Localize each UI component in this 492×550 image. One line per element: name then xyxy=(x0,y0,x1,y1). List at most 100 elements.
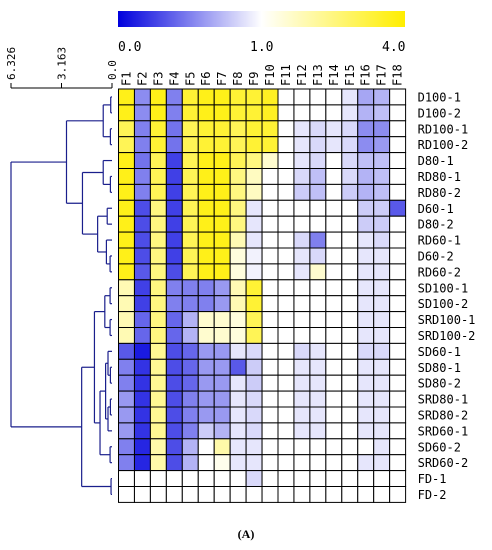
heatmap-cell xyxy=(325,136,343,154)
heatmap-cell xyxy=(149,295,167,313)
heatmap-cell xyxy=(325,390,343,408)
heatmap-cell xyxy=(229,422,247,440)
heatmap-cell xyxy=(213,104,231,122)
heatmap-cell xyxy=(373,406,391,424)
heatmap-cell xyxy=(133,358,151,376)
heatmap-cell xyxy=(133,183,151,201)
heatmap-cell xyxy=(261,263,279,281)
heatmap-cell xyxy=(309,231,327,249)
heatmap-cell xyxy=(149,136,167,154)
heatmap-cell xyxy=(261,231,279,249)
heatmap-cell xyxy=(181,88,199,106)
heatmap-cell xyxy=(149,438,167,456)
heatmap-cell xyxy=(149,152,167,170)
heatmap-cell xyxy=(181,438,199,456)
heatmap-cell xyxy=(118,454,135,472)
heatmap-cell xyxy=(149,406,167,424)
heatmap-cell xyxy=(357,374,375,392)
heatmap-cell xyxy=(325,279,343,297)
heatmap-cell xyxy=(389,374,407,392)
heatmap-cell xyxy=(261,406,279,424)
heatmap-cell xyxy=(229,136,247,154)
heatmap-cell xyxy=(118,279,135,297)
heatmap-cell xyxy=(373,470,391,488)
column-label: F11 xyxy=(279,64,293,86)
heatmap-cell xyxy=(261,215,279,233)
heatmap-cell xyxy=(118,247,135,265)
heatmap-cell xyxy=(245,327,263,344)
heatmap-cell xyxy=(245,231,263,249)
heatmap-cell xyxy=(277,199,295,217)
heatmap-cell xyxy=(181,215,199,233)
heatmap-cell xyxy=(277,406,295,424)
heatmap-cell xyxy=(229,295,247,313)
heatmap-cell xyxy=(133,88,151,106)
heatmap-cell xyxy=(245,215,263,233)
heatmap-cell xyxy=(293,152,311,170)
heatmap-cell xyxy=(118,263,135,281)
heatmap-cell xyxy=(325,374,343,392)
heatmap-cell xyxy=(245,104,263,122)
heatmap-cell xyxy=(373,422,391,440)
heatmap-cell xyxy=(293,104,311,122)
heatmap-cell xyxy=(293,342,311,360)
heatmap-cell xyxy=(341,422,359,440)
colorbar xyxy=(118,11,405,27)
heatmap-cell xyxy=(293,263,311,281)
heatmap-cell xyxy=(245,342,263,360)
row-label: D100-1 xyxy=(418,90,461,104)
heatmap-cell xyxy=(341,231,359,249)
heatmap-cell xyxy=(373,136,391,154)
heatmap-cell xyxy=(357,486,375,503)
heatmap-cell xyxy=(357,358,375,376)
heatmap-cell xyxy=(133,470,151,488)
heatmap-cell xyxy=(261,454,279,472)
heatmap-cell xyxy=(309,152,327,170)
heatmap-cell xyxy=(229,231,247,249)
heatmap-cell xyxy=(309,406,327,424)
heatmap-cell xyxy=(309,358,327,376)
heatmap-cell xyxy=(261,295,279,313)
heatmap-cell xyxy=(118,104,135,122)
heatmap-cell xyxy=(149,231,167,249)
heatmap-cell xyxy=(213,358,231,376)
heatmap-cell xyxy=(277,422,295,440)
column-label: F1 xyxy=(119,72,133,86)
heatmap-cell xyxy=(357,295,375,313)
heatmap-cell xyxy=(341,438,359,456)
heatmap-cell xyxy=(133,374,151,392)
heatmap-cell xyxy=(133,311,151,329)
heatmap-cell xyxy=(213,327,231,344)
heatmap-cell xyxy=(357,342,375,360)
colorbar-tick-label: 1.0 xyxy=(250,40,273,55)
heatmap-cell xyxy=(341,342,359,360)
heatmap-cell xyxy=(245,406,263,424)
heatmap-cell xyxy=(293,199,311,217)
heatmap-cell xyxy=(309,374,327,392)
heatmap-cell xyxy=(357,104,375,122)
heatmap-cell xyxy=(277,470,295,488)
heatmap-cell xyxy=(229,152,247,170)
heatmap-cell xyxy=(245,422,263,440)
heatmap-cell xyxy=(325,327,343,344)
heatmap-cell xyxy=(341,104,359,122)
heatmap-cell xyxy=(309,215,327,233)
heatmap-cell xyxy=(309,311,327,329)
heatmap-cell xyxy=(261,88,279,106)
heatmap-cell xyxy=(118,374,135,392)
heatmap-cell xyxy=(133,152,151,170)
heatmap-cell xyxy=(325,120,343,138)
heatmap-cell xyxy=(293,136,311,154)
heatmap-cell xyxy=(357,390,375,408)
heatmap-cell xyxy=(245,152,263,170)
row-labels: D100-1 D100-2 RD100-1 RD100-2 D80-1 RD80-1 RD8… xyxy=(418,90,476,502)
heatmap-cell xyxy=(181,136,199,154)
heatmap-cell xyxy=(341,390,359,408)
heatmap-cell xyxy=(165,279,183,297)
heatmap-cell xyxy=(181,247,199,265)
heatmap-cell xyxy=(197,342,215,360)
heatmap-cell xyxy=(197,327,215,344)
heatmap-cell xyxy=(293,422,311,440)
heatmap-cell xyxy=(213,120,231,138)
heatmap-cell xyxy=(197,486,215,503)
